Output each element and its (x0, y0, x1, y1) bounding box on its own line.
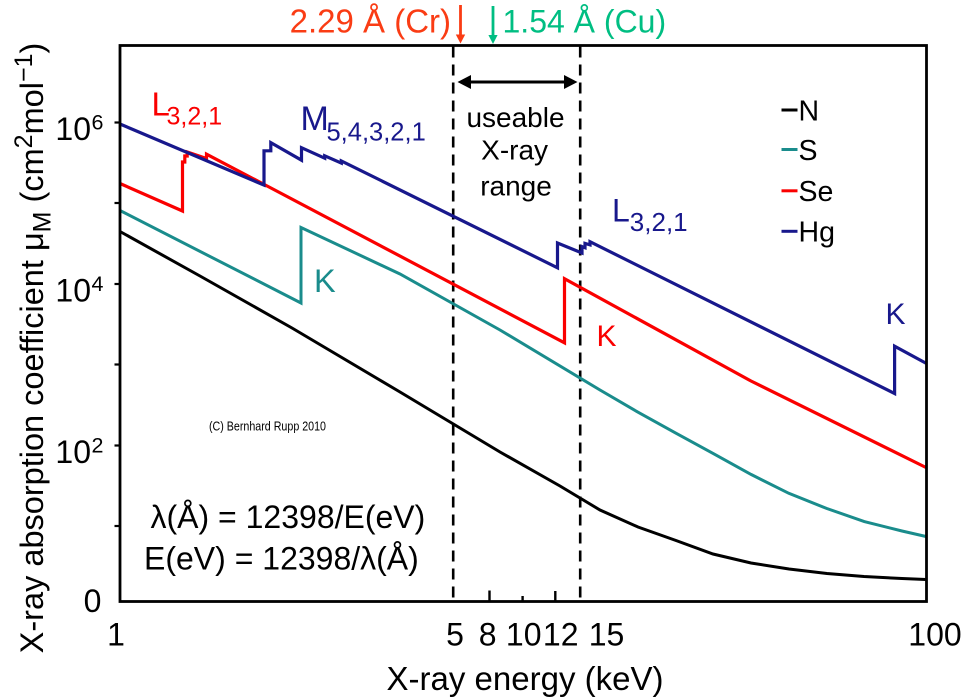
svg-text:6: 6 (92, 111, 104, 135)
svg-text:(C) Bernhard Rupp 2010: (C) Bernhard Rupp 2010 (209, 420, 326, 434)
svg-text:X-ray energy (keV): X-ray energy (keV) (387, 660, 664, 697)
svg-text:8: 8 (479, 617, 497, 653)
svg-text:1: 1 (107, 617, 125, 653)
svg-text:2.29 Å (Cr): 2.29 Å (Cr) (290, 3, 451, 40)
svg-text:range: range (480, 171, 552, 202)
svg-text:M: M (301, 100, 329, 138)
svg-text:5: 5 (446, 617, 464, 653)
svg-text:10: 10 (55, 434, 91, 470)
svg-text:K: K (314, 263, 336, 299)
svg-text:K: K (597, 320, 617, 353)
svg-text:K: K (886, 298, 906, 331)
svg-text:2: 2 (92, 434, 104, 458)
svg-text:useable: useable (466, 102, 564, 133)
svg-text:S: S (799, 135, 818, 167)
svg-text:15: 15 (589, 617, 625, 653)
svg-text:X-ray absorption coefficient μ: X-ray absorption coefficient μM (cm2mol−… (10, 43, 57, 654)
svg-text:10: 10 (55, 273, 91, 309)
svg-text:N: N (799, 96, 820, 128)
svg-text:E(eV) = 12398/λ(Å): E(eV) = 12398/λ(Å) (144, 541, 419, 577)
svg-text:100: 100 (908, 617, 961, 653)
svg-text:3,2,1: 3,2,1 (167, 103, 223, 131)
svg-text:X-ray: X-ray (481, 135, 548, 166)
svg-text:λ(Å) = 12398/E(eV): λ(Å) = 12398/E(eV) (151, 499, 426, 535)
svg-text:Hg: Hg (799, 217, 835, 249)
svg-text:10: 10 (506, 617, 542, 653)
svg-text:10: 10 (55, 111, 91, 147)
svg-text:12: 12 (543, 617, 579, 653)
svg-text:L: L (152, 86, 170, 123)
svg-text:5,4,3,2,1: 5,4,3,2,1 (327, 119, 426, 147)
svg-text:4: 4 (92, 272, 104, 296)
svg-text:0: 0 (84, 583, 102, 619)
svg-text:1.54 Å (Cu): 1.54 Å (Cu) (503, 4, 667, 40)
svg-text:Se: Se (799, 176, 834, 208)
